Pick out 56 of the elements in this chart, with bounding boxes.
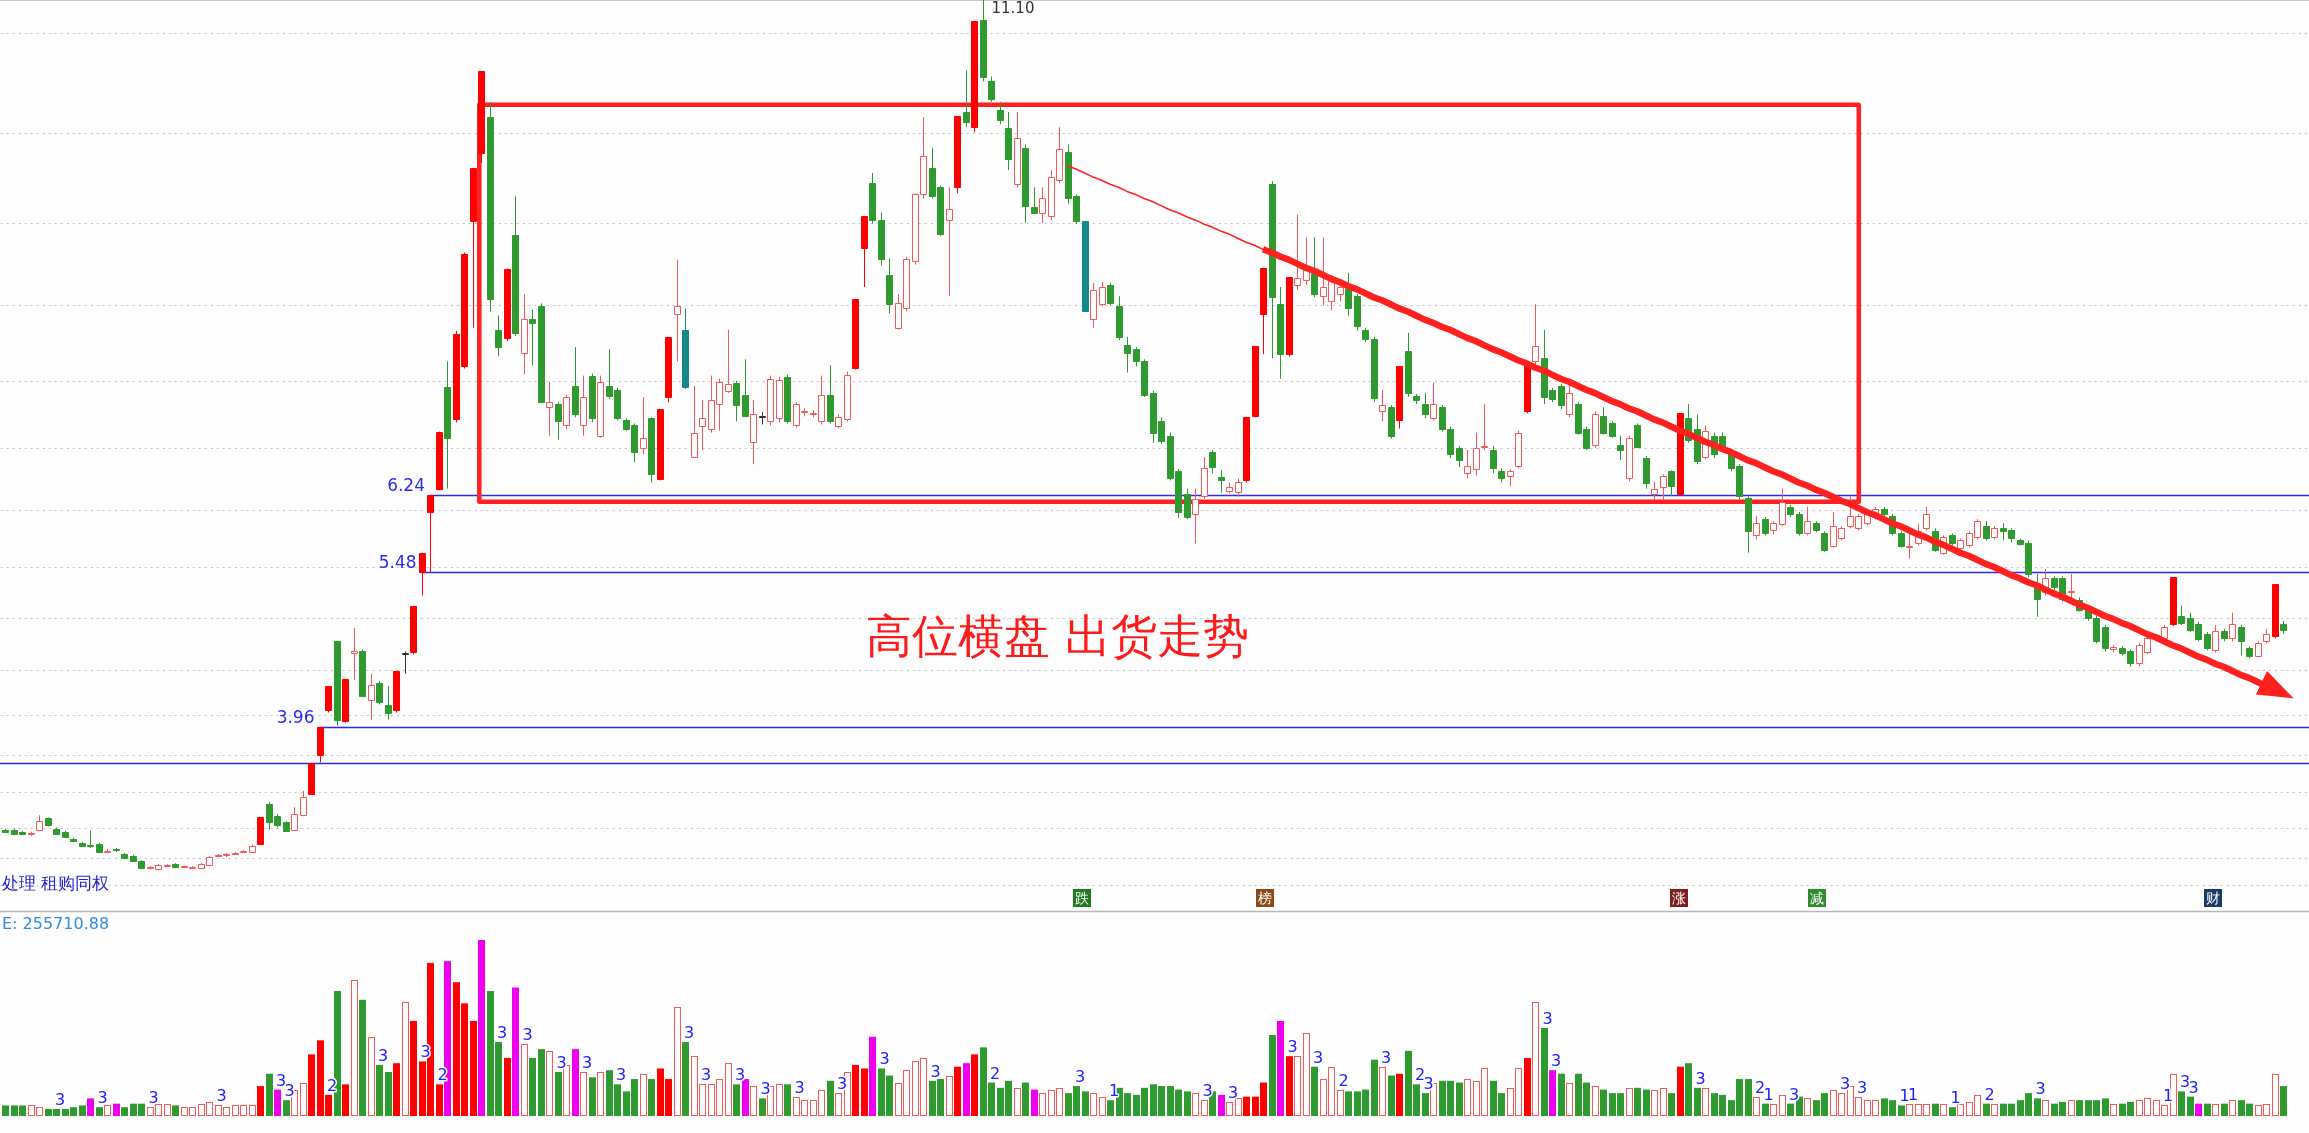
annotation: 3: [1287, 1037, 1298, 1057]
annotation: 3: [496, 1023, 508, 1043]
annotation: 跌: [1075, 890, 1089, 906]
annotation: 3: [1380, 1047, 1392, 1067]
annotation: 3: [1074, 1067, 1086, 1087]
annotation: 3: [615, 1065, 627, 1085]
annotation: 1: [1950, 1088, 1961, 1108]
annotation: 2: [1414, 1065, 1426, 1085]
annotation: 高位横盘 出货走势: [866, 609, 1249, 663]
annotation: 3: [284, 1081, 295, 1101]
annotation: 3: [216, 1086, 227, 1106]
annotation: 2: [1984, 1084, 1995, 1104]
annotation: 3: [794, 1077, 805, 1097]
annotation: 3: [2188, 1077, 2199, 1097]
annotation: 3: [377, 1045, 389, 1065]
annotation: 3: [1550, 1051, 1562, 1071]
annotation: 3: [760, 1079, 771, 1099]
ref-line-label: 3.96: [276, 706, 315, 727]
annotation: 1: [1763, 1084, 1774, 1104]
text: 11.10: [991, 0, 1035, 18]
annotation: 2: [1338, 1070, 1349, 1090]
annotation: 1: [1108, 1081, 1120, 1101]
annotation: 榜: [1258, 890, 1272, 906]
ref-line-label: 5.48: [378, 551, 417, 572]
annotation: 涨: [1672, 890, 1686, 906]
ref-line-label: 6.24: [387, 474, 425, 495]
annotation: 3: [1856, 1077, 1868, 1097]
annotation: 3: [148, 1088, 159, 1108]
annotation: 3: [1839, 1074, 1851, 1094]
annotation: 3: [97, 1088, 108, 1108]
annotation: 3: [275, 1070, 287, 1090]
annotation: 3: [879, 1049, 890, 1069]
annotation: 1: [1907, 1084, 1919, 1104]
annotation: 3: [2035, 1079, 2046, 1099]
annotation: 财: [2206, 890, 2220, 906]
annotation: 3: [930, 1061, 941, 1081]
annotation: 2: [1754, 1077, 1766, 1097]
annotation: 3: [1788, 1084, 1800, 1104]
annotation: 减: [1810, 890, 1824, 906]
annotation: 3: [734, 1065, 746, 1085]
annotation: 3: [1542, 1009, 1553, 1028]
annotation: 3: [1227, 1082, 1239, 1102]
annotation: 3: [1423, 1074, 1434, 1094]
annotation: 3: [1695, 1068, 1706, 1088]
annotation: 3: [556, 1053, 567, 1072]
annotation: 3: [1202, 1081, 1213, 1101]
annotation: 3: [54, 1089, 66, 1109]
annotation: 2: [989, 1063, 1001, 1083]
annotation: 3: [683, 1023, 695, 1043]
annotation: 3: [700, 1065, 712, 1085]
text: E: 255710.88: [2, 914, 110, 933]
annotation: 3: [581, 1053, 593, 1072]
annotation: 1: [1899, 1086, 1910, 1106]
annotation: 处理 租购同权: [2, 873, 110, 893]
annotation: 3: [522, 1024, 533, 1044]
annotation: 3: [1312, 1047, 1324, 1067]
